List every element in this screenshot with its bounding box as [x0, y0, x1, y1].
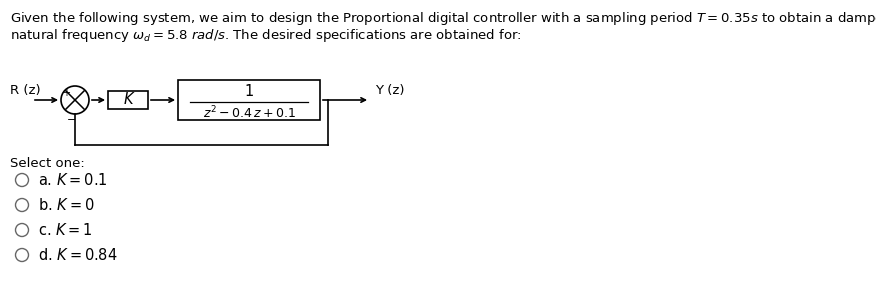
Text: d. $K = 0.84$: d. $K = 0.84$	[38, 247, 117, 263]
Text: R (z): R (z)	[10, 84, 40, 97]
Text: Given the following system, we aim to design the Proportional digital controller: Given the following system, we aim to de…	[10, 10, 876, 27]
Bar	[178, 80, 320, 120]
Text: 1: 1	[244, 84, 254, 99]
Text: Y (z): Y (z)	[375, 84, 405, 97]
Text: +: +	[62, 88, 70, 98]
Text: Select one:: Select one:	[10, 157, 85, 170]
Text: K: K	[124, 93, 133, 107]
Text: natural frequency $\omega_d = 5.8\ rad/s$. The desired specifications are obtain: natural frequency $\omega_d = 5.8\ rad/s…	[10, 27, 521, 44]
Text: $z^2-0.4\,z+0.1$: $z^2-0.4\,z+0.1$	[202, 105, 295, 122]
Text: a. $K = 0.1$: a. $K = 0.1$	[38, 172, 108, 188]
Text: b. $K = 0$: b. $K = 0$	[38, 197, 95, 213]
Text: c. $K = 1$: c. $K = 1$	[38, 222, 93, 238]
Bar	[108, 91, 148, 109]
Text: −: −	[67, 115, 77, 125]
